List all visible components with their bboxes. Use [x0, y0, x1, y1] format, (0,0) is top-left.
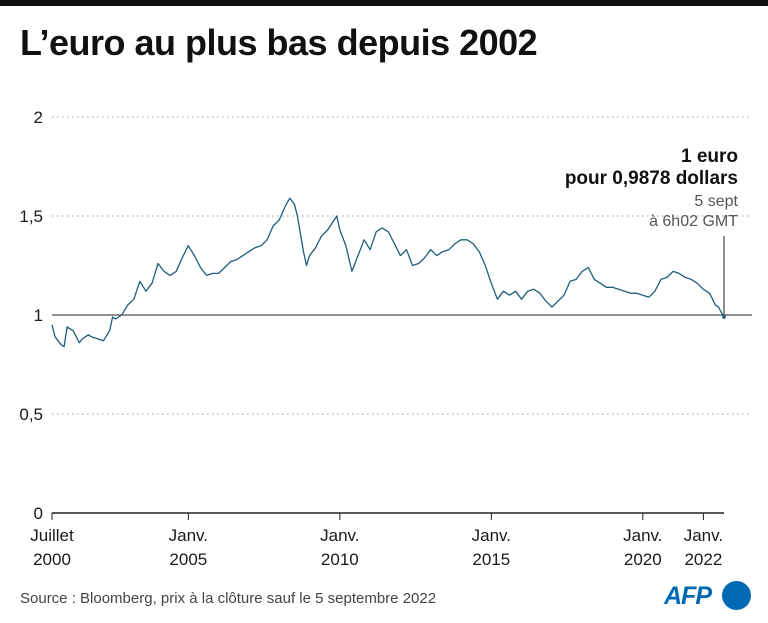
x-tick-label-year: 2005 — [169, 550, 207, 569]
x-tick-label: Janv. — [169, 526, 208, 545]
top-rule — [0, 0, 768, 6]
x-tick-label: Janv. — [472, 526, 511, 545]
y-tick-label: 1 — [34, 306, 43, 325]
x-tick-label-year: 2020 — [624, 550, 662, 569]
annotation-time: à 6h02 GMT — [649, 213, 738, 230]
x-tick-label: Janv. — [684, 526, 723, 545]
y-tick-label: 0 — [34, 504, 43, 523]
x-tick-label-year: 2015 — [472, 550, 510, 569]
afp-logo: AFP — [664, 580, 754, 612]
afp-logo-text: AFP — [664, 582, 712, 610]
annotation-value-line2: pour 0,9878 dollars — [565, 168, 738, 189]
x-tick-label-year: 2000 — [33, 550, 71, 569]
y-tick-label: 0,5 — [19, 405, 43, 424]
y-tick-label: 2 — [34, 108, 43, 127]
x-tick-label-year: 2022 — [684, 550, 722, 569]
afp-logo-circle — [722, 581, 751, 610]
x-tick-label: Janv. — [320, 526, 359, 545]
source-note: Source : Bloomberg, prix à la clôture sa… — [20, 590, 437, 607]
x-tick-label: Janv. — [623, 526, 662, 545]
series-line — [51, 197, 725, 348]
x-tick-label: Juillet — [30, 526, 74, 545]
annotation-date: 5 sept — [694, 193, 738, 210]
y-tick-label: 1,5 — [19, 207, 43, 226]
annotation-value-line1: 1 euro — [681, 146, 738, 167]
last-point-marker — [722, 315, 726, 319]
x-tick-label-year: 2010 — [321, 550, 359, 569]
chart-title: L’euro au plus bas depuis 2002 — [20, 22, 538, 63]
